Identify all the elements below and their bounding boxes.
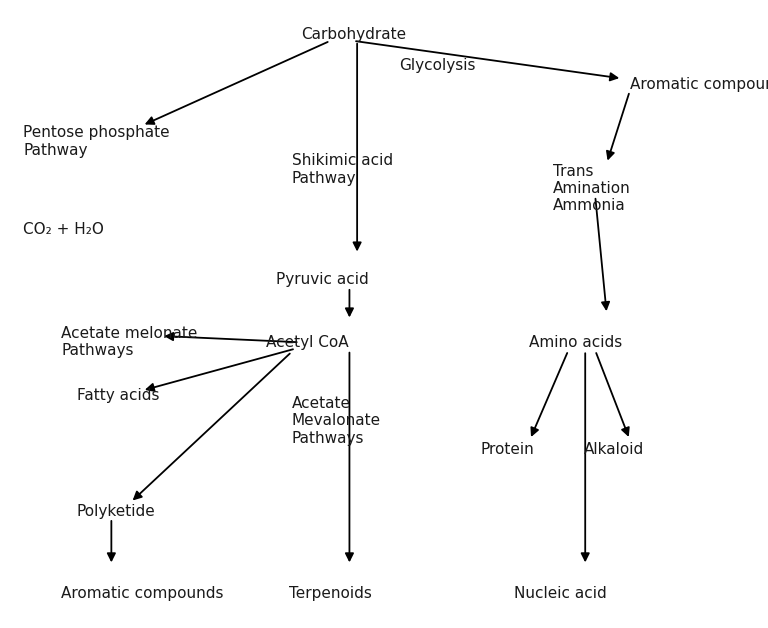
Text: Aromatic compounds: Aromatic compounds — [61, 586, 224, 601]
Text: Shikimic acid
Pathway: Shikimic acid Pathway — [292, 153, 393, 186]
Text: Glycolysis: Glycolysis — [399, 58, 476, 73]
Text: Nucleic acid: Nucleic acid — [515, 586, 607, 601]
Text: Terpenoids: Terpenoids — [289, 586, 372, 601]
Text: Acetyl CoA: Acetyl CoA — [266, 335, 349, 350]
Text: Alkaloid: Alkaloid — [584, 441, 644, 457]
Text: Protein: Protein — [480, 441, 534, 457]
Text: Aromatic compounds: Aromatic compounds — [630, 77, 768, 92]
Text: Fatty acids: Fatty acids — [77, 388, 159, 403]
Text: Pyruvic acid: Pyruvic acid — [276, 272, 369, 287]
Text: CO₂ + H₂O: CO₂ + H₂O — [23, 222, 104, 237]
Text: Acetate
Mevalonate
Pathways: Acetate Mevalonate Pathways — [292, 396, 381, 446]
Text: Polyketide: Polyketide — [77, 504, 156, 519]
Text: Amino acids: Amino acids — [529, 335, 623, 350]
Text: Carbohydrate: Carbohydrate — [301, 27, 406, 42]
Text: Trans
Amination
Ammonia: Trans Amination Ammonia — [553, 163, 631, 214]
Text: Pentose phosphate
Pathway: Pentose phosphate Pathway — [23, 125, 170, 158]
Text: Acetate melonate
Pathways: Acetate melonate Pathways — [61, 326, 198, 359]
